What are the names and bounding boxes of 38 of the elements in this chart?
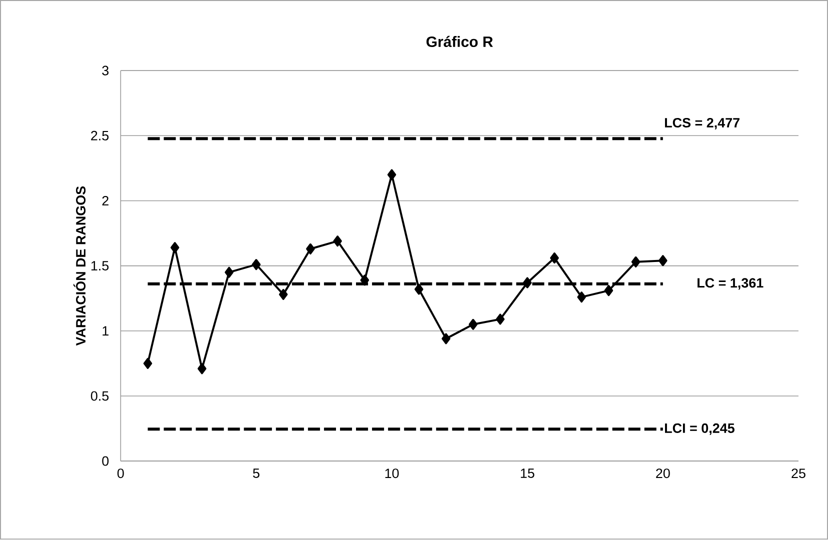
point (604, 285, 614, 296)
chart-title: Gráfico R (426, 36, 493, 48)
y-tick-label: 2.5 (91, 131, 109, 141)
y-tick-label: 0 (102, 456, 109, 466)
point (577, 292, 586, 303)
point (442, 333, 450, 344)
point (414, 284, 424, 295)
point (170, 242, 180, 254)
point (360, 274, 370, 286)
x-tick-label: 25 (792, 468, 806, 478)
x-tick-label: 5 (253, 468, 260, 478)
ref-line-label: LCS = 2,477 (665, 118, 740, 130)
point (387, 169, 396, 180)
y-tick-label: 0.5 (90, 391, 109, 401)
point (198, 363, 206, 374)
y-tick-label: 2 (102, 196, 108, 206)
x-tick-label: 20 (656, 468, 670, 478)
point (522, 277, 532, 288)
x-tick-label: 10 (385, 468, 399, 478)
y-tick-label: 1.5 (91, 261, 109, 271)
point (306, 244, 315, 255)
point (143, 358, 152, 370)
y-axis-title: VARIACIÓN DE RANGOS (73, 186, 86, 346)
point (252, 259, 261, 270)
ref-line-label: LC = 1,361 (698, 278, 764, 290)
x-tick-label: 0 (117, 468, 124, 478)
point (224, 266, 234, 278)
point (658, 255, 668, 266)
ref-line-label: LCI = 0,245 (665, 424, 734, 436)
point (468, 319, 478, 330)
point (278, 289, 288, 300)
point (333, 236, 342, 247)
point (496, 314, 505, 325)
y-tick-label: 3 (102, 66, 109, 76)
x-tick-label: 15 (520, 468, 534, 478)
point (550, 252, 559, 264)
point (631, 256, 640, 268)
y-tick-label: 1 (102, 326, 108, 336)
